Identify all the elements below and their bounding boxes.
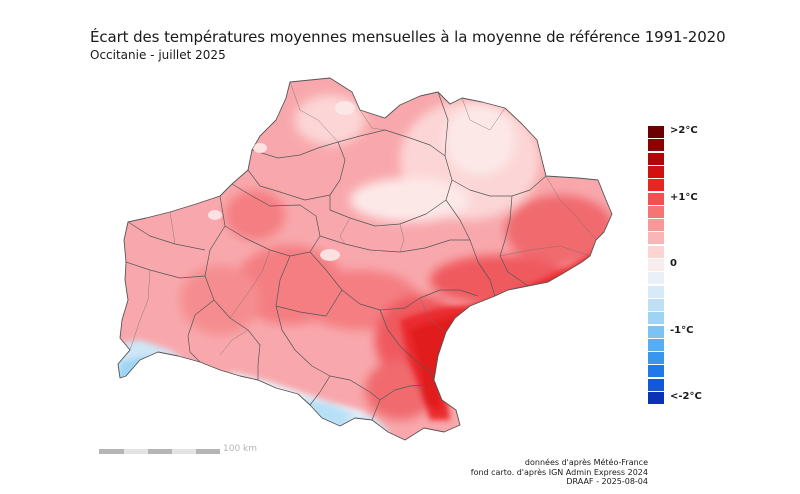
legend-label: -1°C [670, 324, 694, 336]
legend-swatch [648, 165, 664, 178]
legend-swatch [648, 338, 664, 351]
scale-segment [124, 449, 148, 454]
gers-medium-area [180, 265, 260, 335]
legend-swatch [648, 312, 664, 325]
source-line-basemap: fond carto. d'après IGN Admin Express 20… [470, 467, 648, 477]
source-credits: données d'après Météo-France fond carto.… [471, 458, 648, 487]
gard-strong-area [505, 195, 612, 265]
legend-swatch [648, 219, 664, 232]
department-borders [117, 77, 613, 441]
legend-label: <-2°C [670, 391, 702, 402]
legend-swatch [648, 139, 664, 152]
aveyron-border [329, 129, 453, 227]
source-line-author-date: DRAAF - 2025-08-04 [566, 477, 648, 486]
legend-swatch [648, 352, 664, 365]
legend-swatch [648, 392, 664, 404]
legend-swatch [648, 298, 664, 311]
legend-swatch [648, 285, 664, 298]
legend-swatch [648, 179, 664, 192]
legend-label: 0 [670, 258, 677, 269]
pyrenees-central-blue-area [300, 398, 355, 428]
map-title: Écart des températures moyennes mensuell… [90, 28, 726, 46]
aveyron-plateau-pale-area [350, 178, 470, 222]
tarn-et-garonne-medium-area [225, 190, 285, 240]
scale-label: 100 km [223, 444, 258, 454]
scale-segment [99, 449, 124, 454]
source-line-data: données d'après Météo-France [524, 458, 648, 467]
hautes-pyrenees-border [187, 299, 215, 363]
haute-garonne-border [275, 255, 381, 401]
gers-west-border [125, 221, 206, 279]
herault-border [445, 199, 496, 297]
scale-segment [172, 449, 196, 454]
lozere-pale-area [445, 105, 515, 175]
white-mottle-patches [208, 101, 355, 261]
legend-swatch [648, 152, 664, 165]
legend-swatch [648, 126, 664, 138]
legend-swatch [648, 232, 664, 245]
legend-swatch [648, 272, 664, 285]
ariege-aude-border [371, 384, 426, 421]
lot-border [247, 141, 346, 201]
legend-label: +1°C [670, 191, 698, 203]
region-outline [117, 77, 613, 441]
legend-swatch [648, 259, 664, 271]
gard-herault-border [499, 195, 529, 287]
toulouse-border [275, 289, 343, 317]
legend-swatch [648, 192, 664, 205]
scale-segment [148, 449, 172, 454]
legend-swatch [648, 245, 664, 258]
anomaly-fill [118, 78, 612, 440]
legend-swatch [648, 325, 664, 338]
ariege-west-border [309, 375, 331, 406]
legend-swatch [648, 378, 664, 391]
district-borders [129, 81, 597, 356]
scale-segment [196, 449, 220, 454]
legend-swatch [648, 365, 664, 378]
lozere-border [437, 91, 547, 197]
legend-label: >2°C [670, 125, 698, 136]
aude-north-border [309, 251, 479, 311]
map-subtitle: Occitanie - juillet 2025 [90, 48, 226, 62]
aude-pyrenees-orientales-border [379, 309, 435, 381]
legend-swatch [648, 205, 664, 218]
tarn-et-garonne-border [219, 183, 321, 257]
